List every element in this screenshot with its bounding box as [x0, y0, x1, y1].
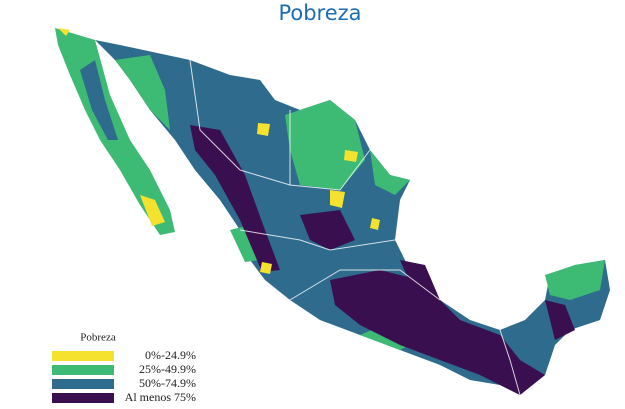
region [370, 218, 380, 230]
region [115, 55, 170, 130]
border [189, 59, 291, 186]
region [545, 300, 575, 340]
legend-title: Pobreza [80, 332, 116, 344]
region [190, 125, 280, 272]
region [260, 262, 272, 274]
legend-swatch [52, 379, 114, 389]
region [285, 100, 365, 190]
legend-swatch [52, 351, 114, 361]
region [95, 40, 610, 395]
region [80, 60, 118, 140]
legend-swatch [52, 393, 114, 403]
border [239, 229, 396, 251]
legend-swatch [52, 365, 114, 375]
legend-label: 25%-49.9% [139, 362, 196, 376]
region [330, 190, 345, 208]
region [300, 210, 355, 250]
legend: Pobreza 0%-24.9%25%-49.9%50%-74.9%Al men… [52, 332, 196, 404]
region [140, 195, 165, 226]
border [289, 269, 441, 301]
region [545, 260, 605, 300]
map-title: Pobreza [278, 1, 361, 25]
legend-label: 50%-74.9% [139, 376, 196, 390]
map [55, 28, 610, 396]
legend-label: 0%-24.9% [145, 348, 196, 362]
region [330, 270, 545, 395]
border [499, 329, 521, 396]
region [257, 123, 270, 136]
border [289, 110, 371, 191]
region [370, 150, 410, 195]
region [58, 28, 70, 36]
region [344, 150, 358, 162]
legend-label: Al menos 75% [125, 390, 196, 404]
region [400, 260, 440, 300]
